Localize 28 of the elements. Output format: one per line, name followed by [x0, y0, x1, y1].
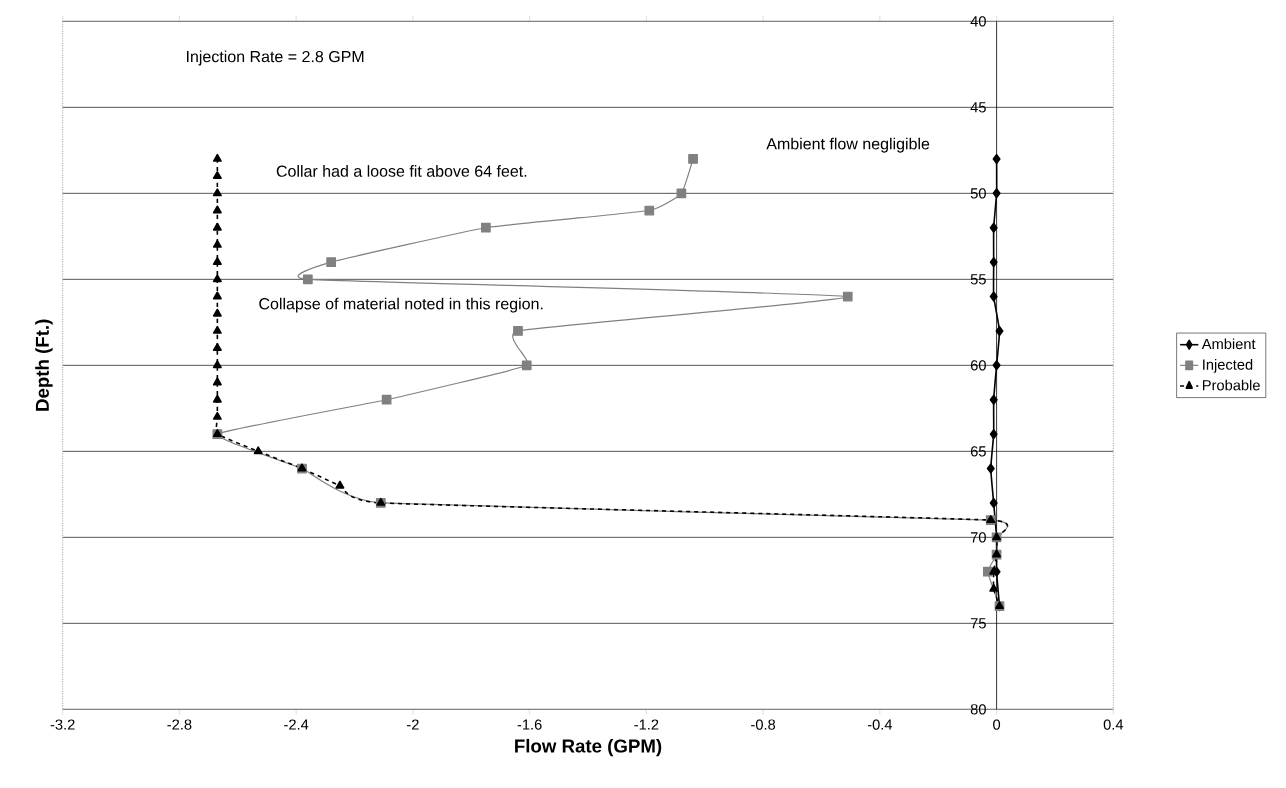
x-tick-label: -2.4 — [284, 719, 309, 730]
x-tick-label: 0 — [993, 719, 1001, 730]
x-tick-label: -3.2 — [50, 719, 75, 730]
legend-label: Probable — [1203, 379, 1260, 391]
y-tick-label: 80 — [970, 704, 986, 715]
annotation: Ambient flow negligible — [766, 137, 930, 153]
x-tick-label: -2.8 — [167, 719, 192, 730]
y-tick-label: 50 — [970, 188, 986, 199]
y-tick-label: 70 — [970, 532, 986, 543]
y-tick-label: 55 — [970, 274, 986, 285]
x-axis-title: Flow Rate (GPM) — [515, 738, 662, 757]
y-axis-title: Depth (Ft.) — [35, 319, 53, 411]
legend-label: Ambient — [1201, 338, 1256, 350]
x-tick-label: -1.2 — [634, 719, 659, 730]
annotation: Collar had a loose fit above 64 feet. — [276, 165, 527, 177]
y-tick-label: 65 — [970, 446, 986, 457]
y-tick-label: 75 — [970, 618, 986, 629]
y-tick-label: 60 — [970, 360, 986, 371]
annotation: Collapse of material noted in this region. — [259, 297, 543, 313]
y-tick-label: 40 — [970, 16, 986, 27]
x-tick-label: -0.8 — [751, 719, 776, 730]
x-tick-label: -2 — [407, 719, 419, 730]
y-tick-label: 45 — [970, 102, 986, 113]
x-tick-label: 0.4 — [1103, 719, 1124, 730]
legend-label: Injected — [1203, 359, 1253, 373]
x-tick-label: -1.6 — [517, 719, 542, 730]
annotation: Injection Rate = 2.8 GPM — [187, 50, 364, 66]
x-tick-label: -0.4 — [867, 719, 893, 730]
